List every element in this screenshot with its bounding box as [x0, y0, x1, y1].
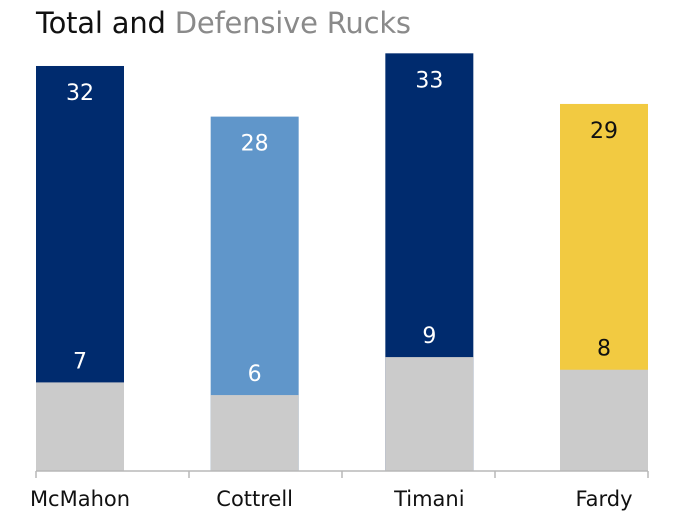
bar-defensive-timani	[385, 357, 474, 471]
chart-title: Total and Defensive Rucks	[36, 6, 411, 40]
bar-defensive-mcmahon	[36, 382, 124, 471]
label-defensive-cottrell: 6	[248, 362, 262, 387]
label-total-fardy: 29	[590, 119, 618, 144]
x-axis: McMahon Cottrell Timani Fardy	[30, 470, 649, 511]
tick-label-timani: Timani	[393, 487, 465, 511]
bar-defensive-fardy	[560, 369, 648, 471]
label-total-timani: 33	[415, 68, 443, 93]
label-defensive-mcmahon: 7	[73, 349, 87, 374]
label-total-mcmahon: 32	[66, 81, 94, 106]
label-defensive-timani: 9	[422, 324, 436, 349]
tick-label-fardy: Fardy	[575, 487, 632, 511]
chart-title-highlight: Defensive Rucks	[174, 6, 411, 40]
label-total-cottrell: 28	[241, 132, 269, 157]
tick-label-cottrell: Cottrell	[216, 487, 293, 511]
bars-layer	[36, 53, 648, 471]
chart-title-main: Total and	[36, 6, 166, 40]
label-defensive-fardy: 8	[597, 337, 611, 362]
bar-defensive-cottrell	[210, 395, 299, 471]
tick-label-mcmahon: McMahon	[30, 487, 130, 511]
labels-layer: 32 7 28 6 33 9 29 8	[66, 68, 618, 387]
